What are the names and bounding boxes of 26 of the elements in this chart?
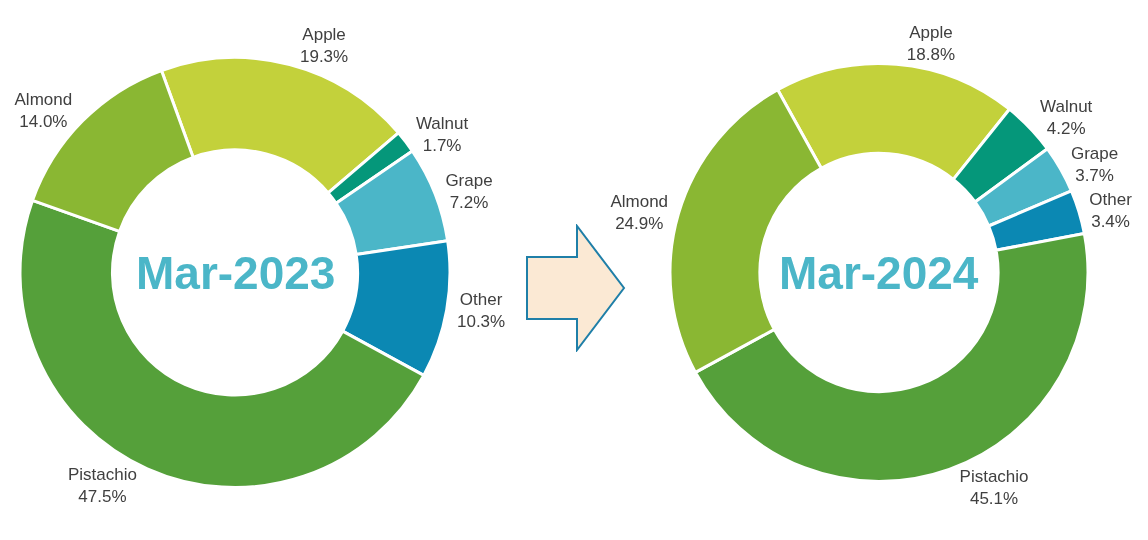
slice-label: Grape [1070, 143, 1119, 163]
slice-label: Walnut [415, 113, 469, 133]
slice-label: Almond [14, 90, 73, 110]
data-label: 10.3% [456, 312, 506, 332]
data-label: 1.7% [422, 135, 462, 155]
data-label: 4.2% [1046, 119, 1086, 139]
slice-label: Apple [909, 23, 953, 43]
slice-label: Pistachio [959, 467, 1029, 487]
data-label: 14.0% [19, 112, 68, 132]
slice-label: Pistachio [67, 465, 137, 485]
data-label: 3.7% [1075, 165, 1114, 185]
data-label: 18.8% [906, 45, 955, 65]
slice-label: Walnut [1040, 97, 1093, 117]
data-label: 24.9% [615, 214, 664, 234]
slice-label: Other [459, 290, 503, 310]
text: Mar-2024 [779, 247, 979, 299]
data-label: 47.5% [78, 487, 127, 507]
slice-label: Almond [610, 191, 669, 211]
data-label: 19.3% [299, 46, 349, 66]
data-label: 7.2% [449, 192, 489, 212]
data-label: 3.4% [1091, 211, 1130, 231]
data-label: 45.1% [969, 489, 1019, 509]
slice-label: Apple [302, 24, 346, 44]
slice-label: Grape [445, 170, 493, 190]
text: Mar-2023 [136, 247, 336, 299]
slice-label: Other [1089, 189, 1133, 209]
